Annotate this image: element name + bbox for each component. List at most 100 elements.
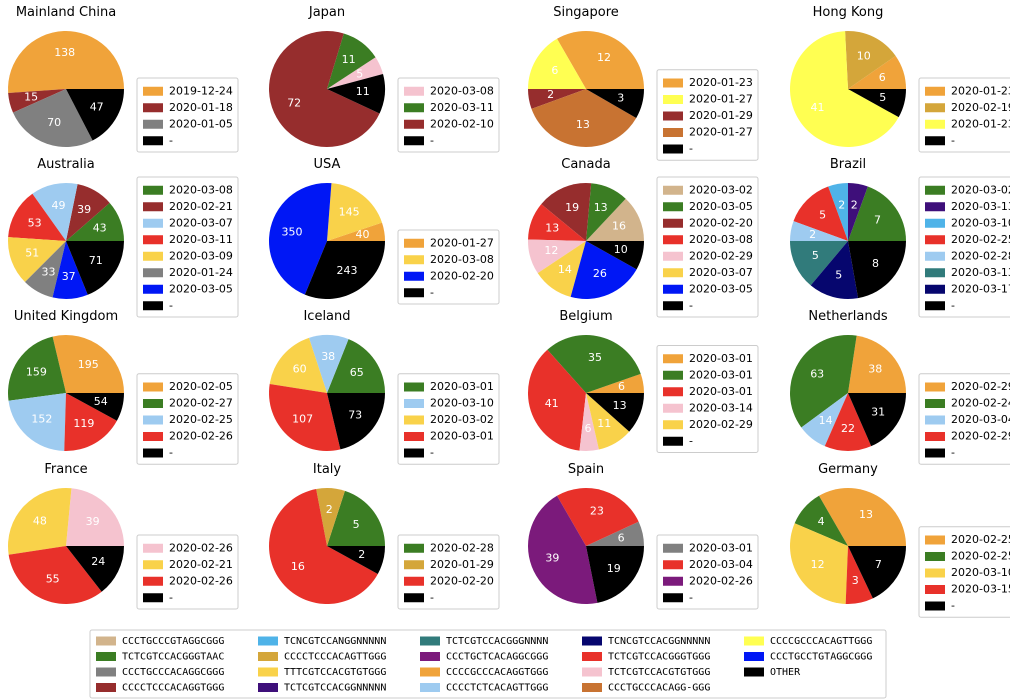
legend-label: -: [430, 286, 434, 299]
pie-slices: 6 23 39 19: [528, 488, 644, 604]
legend-label: 2020-03-11: [169, 233, 233, 246]
slice-value-label: 6: [618, 380, 625, 393]
legend-swatch: [925, 399, 945, 408]
legend-swatch: [143, 218, 163, 228]
pie-slices: 40 145 350 243: [268, 182, 385, 300]
chart-title: Japan: [308, 5, 345, 20]
slice-value-label: 350: [282, 226, 303, 239]
pie-slice: [848, 89, 906, 118]
chart-title: Italy: [313, 462, 342, 477]
slice-value-label: 119: [73, 417, 94, 430]
slice-value-label: 63: [810, 367, 824, 380]
slice-value-label: 19: [607, 562, 621, 575]
legend-swatch: [925, 585, 945, 594]
pie-slice: [8, 393, 66, 451]
slice-value-label: 48: [33, 514, 47, 527]
pie-slice: [541, 182, 592, 241]
legend-frame: [918, 526, 1010, 618]
legend-label: -: [951, 134, 955, 147]
legend: 2020-02-05 2020-02-27 2020-02-25 2020-02-26…: [136, 373, 239, 465]
pie-slice: [66, 89, 124, 141]
slice-value-label: 43: [93, 221, 107, 234]
slice-value-label: 5: [353, 518, 360, 531]
pie-slices: 12 6 2 13 3: [528, 30, 644, 147]
legend-swatch: [404, 103, 424, 113]
legend: 2020-03-02 2020-03-05 2020-02-20 2020-03-08…: [656, 176, 759, 318]
pie-slice: [8, 237, 66, 283]
legend-frame: [918, 373, 1010, 465]
legend-swatch: [925, 415, 945, 425]
pie-slice: [586, 393, 630, 450]
legend-swatch: [143, 593, 163, 603]
slice-value-label: 2: [547, 88, 554, 101]
legend-swatch: [143, 432, 163, 441]
sequence-swatch: [744, 636, 764, 646]
pie-slice: [794, 495, 848, 546]
slice-value-label: 5: [356, 67, 363, 80]
legend-swatch: [925, 284, 945, 294]
legend-swatch: [925, 103, 945, 113]
slice-value-label: 2: [838, 199, 845, 212]
pie-slice: [269, 489, 378, 605]
legend-swatch: [143, 202, 163, 212]
sequence-swatch: [96, 636, 116, 646]
chart-title: Iceland: [303, 309, 350, 324]
legend-label: -: [951, 446, 955, 459]
legend-label: -: [951, 299, 955, 312]
sequence-label: TTTCGTCCACGTGTGGG: [284, 667, 386, 678]
legend-swatch: [925, 535, 945, 545]
legend-swatch: [143, 185, 163, 195]
pie-slice: [327, 57, 384, 89]
sequence-swatch: [582, 667, 602, 677]
slice-value-label: 195: [78, 358, 99, 371]
slice-value-label: 31: [871, 406, 885, 419]
legend-label: 2020-03-11: [430, 101, 494, 114]
legend-label: -: [689, 434, 693, 447]
pie-slice: [790, 31, 899, 147]
pie-slice: [528, 38, 586, 89]
legend-swatch: [663, 593, 683, 603]
slice-value-label: 13: [613, 399, 627, 412]
sequence-label: TCTCGTCCACGGGTAAC: [122, 652, 224, 663]
legend-swatch: [143, 103, 163, 113]
sequence-swatch: [96, 667, 116, 677]
sequence-label: OTHER: [770, 667, 801, 678]
legend-frame: [397, 229, 500, 305]
legend-swatch: [404, 399, 424, 408]
sequence-label: TCTCGTCCACGGGNNNN: [446, 636, 548, 647]
slice-value-label: 3: [617, 91, 624, 104]
legend: 2020-02-25 2020-02-25 2020-03-10 2020-03-15…: [918, 526, 1010, 618]
legend-label: 2020-03-08: [169, 183, 233, 196]
slice-value-label: 5: [819, 209, 826, 222]
pie-slice: [64, 393, 117, 451]
legend-label: 2020-01-23: [951, 84, 1010, 97]
pie-slice: [304, 241, 385, 300]
legend: 2020-02-26 2020-02-21 2020-02-26 -: [136, 534, 239, 610]
pie-chart-hong-kong: Hong Kong6104152020-01-232020-02-192020-…: [790, 5, 1010, 153]
slice-value-label: 159: [26, 366, 47, 379]
pie-slice: [13, 89, 93, 147]
pie-slice: [327, 546, 385, 574]
chart-title: Mainland China: [16, 5, 116, 20]
pie-slice: [528, 204, 586, 241]
legend-swatch: [404, 288, 424, 298]
sequence-swatch: [420, 636, 440, 646]
legend-label: 2020-03-08: [430, 84, 494, 97]
pie-slice: [586, 546, 644, 603]
pie-slice: [268, 384, 341, 452]
pie-slice: [327, 490, 385, 546]
pie-slice: [8, 31, 125, 94]
sequence-label: TCTCGTCCACGTGTGGG: [608, 667, 710, 678]
pie-slice: [52, 335, 124, 393]
pie-slice: [327, 33, 376, 89]
pie-slice: [848, 241, 906, 299]
legend-frame: [656, 176, 759, 318]
legend: 2020-02-29 2020-02-24 2020-03-04 2020-02-29…: [918, 373, 1010, 465]
chart-title: Hong Kong: [813, 5, 884, 20]
pie-slice: [537, 241, 586, 297]
legend: 2020-01-23 2020-01-27 2020-01-29 2020-01-27…: [656, 69, 759, 161]
legend-label: 2020-02-10: [430, 117, 494, 130]
legend-frame: [397, 77, 500, 153]
legend-label: 2020-03-07: [689, 266, 753, 279]
